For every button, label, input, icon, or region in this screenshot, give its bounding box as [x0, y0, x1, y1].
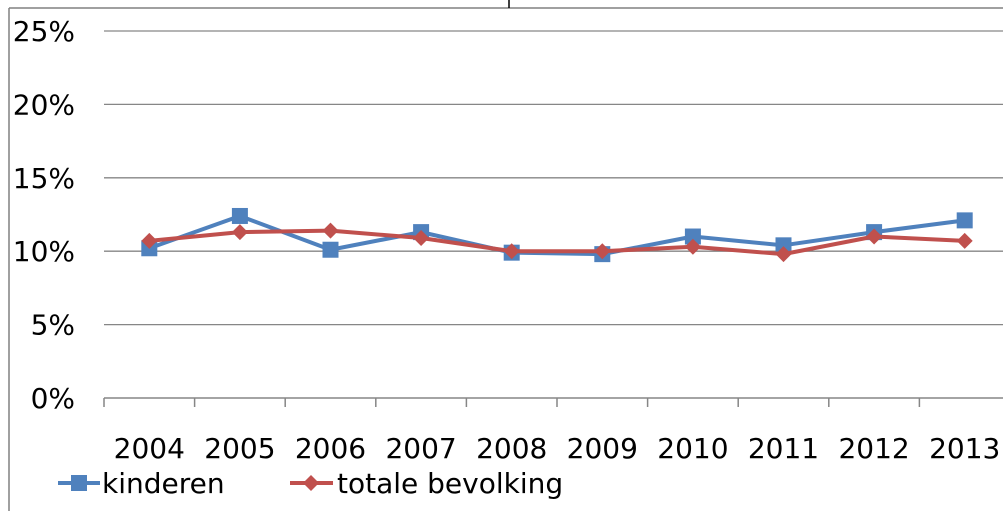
- series-layer: [141, 207, 973, 263]
- data-point-totale-bevolking-2008: [503, 243, 520, 260]
- series-line-kinderen: [148, 213, 965, 257]
- x-axis-ticks: [103, 398, 921, 407]
- legend-marker-square-icon: [71, 475, 87, 491]
- data-point-totale-bevolking-2009: [594, 243, 611, 260]
- x-tick-label-2013: 2013: [929, 432, 1000, 465]
- data-point-totale-bevolking-2010: [684, 238, 701, 255]
- data-point-kinderen-2005: [231, 207, 248, 224]
- data-point-kinderen-2011: [775, 237, 792, 254]
- x-tick-label-2009: 2009: [567, 432, 638, 465]
- data-point-totale-bevolking-2007: [413, 229, 430, 246]
- legend-item-kinderen: kinderen: [58, 467, 225, 500]
- gridlines: [104, 30, 1003, 326]
- y-axis-ticks: 0% 5% 10% 15% 20% 25%: [13, 15, 75, 415]
- data-point-totale-bevolking-2006: [322, 222, 339, 239]
- data-point-totale-bevolking-2005: [231, 224, 248, 241]
- data-point-kinderen-2010: [684, 228, 701, 245]
- series-kinderen: [141, 207, 973, 263]
- x-tick-label-2006: 2006: [295, 432, 366, 465]
- y-tick-label: 5%: [31, 309, 75, 342]
- x-tick-label-2007: 2007: [385, 432, 456, 465]
- data-point-totale-bevolking-2004: [141, 232, 158, 249]
- x-tick-label-2010: 2010: [657, 432, 728, 465]
- y-tick-label: 0%: [31, 382, 75, 415]
- y-tick-label: 10%: [13, 235, 75, 268]
- data-point-kinderen-2013: [956, 212, 973, 229]
- legend-item-totale-bevolking: totale bevolking: [290, 467, 563, 500]
- legend: kinderen totale bevolking: [58, 467, 563, 500]
- data-point-totale-bevolking-2012: [866, 228, 883, 245]
- legend-marker-diamond-icon: [303, 475, 319, 491]
- legend-label-totale-bevolking: totale bevolking: [337, 467, 563, 500]
- series-totale-bevolking: [141, 222, 973, 263]
- series-line-totale-bevolking: [149, 228, 965, 257]
- data-point-kinderen-2006: [322, 241, 339, 258]
- x-tick-label-2005: 2005: [204, 432, 275, 465]
- x-axis-labels: 2004 2005 2006 2007 2008 2009 2010 2011 2012 2013: [114, 432, 1001, 465]
- y-tick-label: 20%: [13, 88, 75, 121]
- data-point-totale-bevolking-2011: [775, 246, 792, 263]
- x-tick-label-2011: 2011: [748, 432, 819, 465]
- x-tick-label-2012: 2012: [838, 432, 909, 465]
- y-tick-label: 25%: [13, 15, 75, 48]
- x-tick-label-2004: 2004: [114, 432, 185, 465]
- x-tick-label-2008: 2008: [476, 432, 547, 465]
- data-point-totale-bevolking-2013: [956, 232, 973, 249]
- y-tick-label: 15%: [13, 162, 75, 195]
- legend-label-kinderen: kinderen: [102, 467, 225, 500]
